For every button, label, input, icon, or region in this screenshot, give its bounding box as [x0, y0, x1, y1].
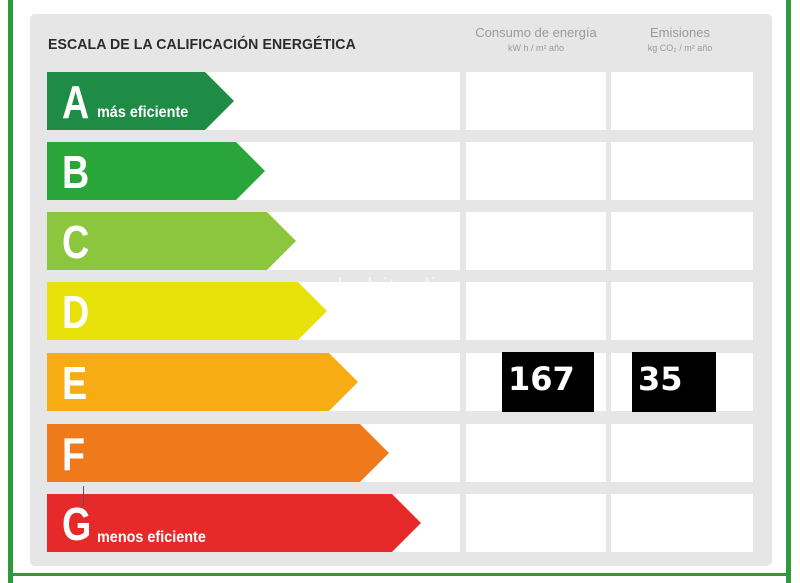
rating-row-f-emisiones-cell: [611, 424, 753, 482]
rating-arrow-a: [47, 72, 234, 130]
rating-note-g: menos eficiente: [97, 529, 206, 546]
frame-bottom-line: [8, 573, 791, 576]
rating-arrow-f: [47, 424, 389, 482]
emisiones-unit: kg CO₂ / m² año: [647, 43, 713, 53]
rating-row-g-emisiones-cell: [611, 494, 753, 552]
consumo-value-badge: 167: [502, 352, 594, 412]
watermark: habitaclia: [337, 272, 452, 302]
rating-letter-e: E: [62, 357, 88, 409]
rating-row-c-emisiones-cell: [611, 212, 753, 270]
rating-row-f-consumo-cell: [466, 424, 606, 482]
emisiones-value-badge: 35: [632, 352, 716, 412]
rating-row-d-consumo-cell: [466, 282, 606, 340]
pointer-tick: [83, 486, 84, 506]
label-title: ESCALA DE LA CALIFICACIÓN ENERGÉTICA: [48, 36, 356, 53]
frame-left-line: [8, 0, 13, 583]
rating-arrow-e: [47, 353, 358, 411]
rating-row-a-emisiones-cell: [611, 72, 753, 130]
rating-arrow-b: [47, 142, 265, 200]
rating-letter-b: B: [62, 146, 90, 198]
frame-right-line: [786, 0, 791, 583]
rating-row-b-emisiones-cell: [611, 142, 753, 200]
rating-arrow-c: [47, 212, 296, 270]
rating-letter-c: C: [62, 216, 90, 268]
rating-row-c-consumo-cell: [466, 212, 606, 270]
rating-letter-f: F: [62, 428, 86, 480]
rating-letter-d: D: [62, 286, 90, 338]
rating-letter-g: G: [62, 498, 92, 550]
rating-letter-a: A: [62, 76, 90, 128]
rating-row-g-consumo-cell: [466, 494, 606, 552]
consumo-label: Consumo de energía: [475, 25, 597, 40]
rating-arrow-d: [47, 282, 327, 340]
rating-row-b-consumo-cell: [466, 142, 606, 200]
rating-note-a: más eficiente: [97, 104, 189, 121]
column-header-emisiones: Emisiones kg CO₂ / m² año: [610, 25, 750, 55]
consumo-unit: kW h / m² año: [507, 43, 564, 53]
column-header-consumo: Consumo de energía kW h / m² año: [466, 25, 606, 55]
rating-arrow-g: [47, 494, 421, 552]
rating-row-a-consumo-cell: [466, 72, 606, 130]
emisiones-label: Emisiones: [650, 25, 710, 40]
rating-row-d-emisiones-cell: [611, 282, 753, 340]
